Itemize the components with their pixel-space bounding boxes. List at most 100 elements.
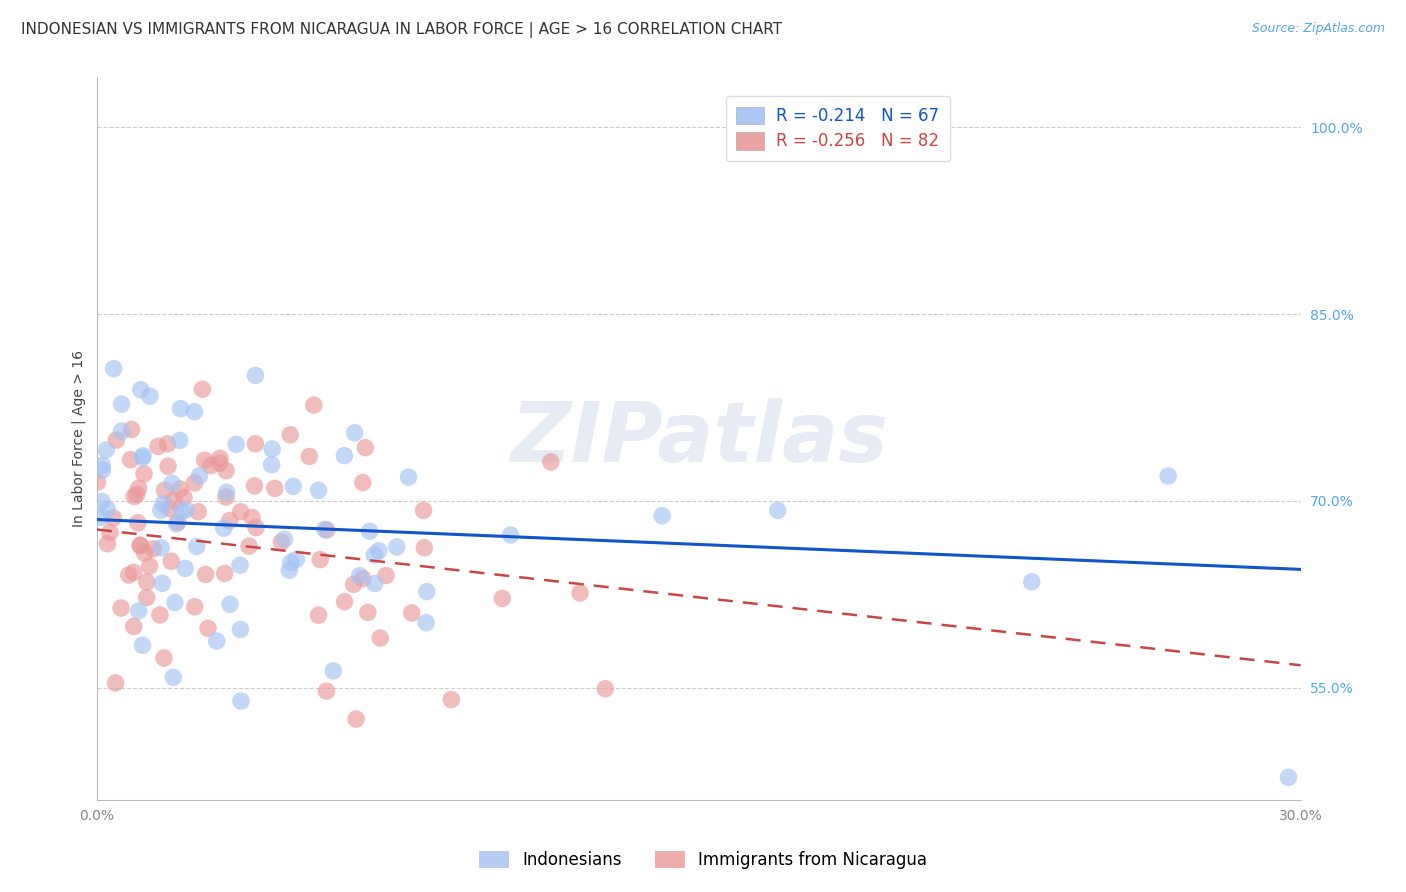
- Point: [215, 464, 238, 478]
- Point: [186, 540, 208, 554]
- Point: [285, 552, 308, 566]
- Point: [142, 541, 165, 556]
- Point: [160, 554, 183, 568]
- Point: [163, 493, 186, 508]
- Point: [344, 712, 367, 726]
- Point: [263, 482, 285, 496]
- Point: [159, 501, 181, 516]
- Point: [120, 452, 142, 467]
- Legend: Indonesians, Immigrants from Nicaragua: Indonesians, Immigrants from Nicaragua: [468, 841, 938, 880]
- Point: [343, 425, 366, 440]
- Point: [135, 574, 157, 589]
- Point: [149, 607, 172, 622]
- Point: [163, 595, 186, 609]
- Point: [1021, 574, 1043, 589]
- Point: [103, 361, 125, 376]
- Point: [153, 483, 176, 498]
- Point: [243, 479, 266, 493]
- Point: [278, 427, 301, 442]
- Point: [225, 437, 247, 451]
- Point: [343, 577, 366, 591]
- Point: [122, 566, 145, 580]
- Point: [215, 490, 238, 504]
- Point: [121, 422, 143, 436]
- Point: [135, 591, 157, 605]
- Point: [357, 606, 380, 620]
- Point: [229, 694, 252, 708]
- Point: [194, 453, 217, 467]
- Point: [191, 382, 214, 396]
- Point: [104, 676, 127, 690]
- Point: [110, 424, 132, 438]
- Point: [1157, 469, 1180, 483]
- Point: [134, 546, 156, 560]
- Point: [174, 561, 197, 575]
- Point: [174, 503, 197, 517]
- Point: [651, 508, 673, 523]
- Point: [238, 539, 260, 553]
- Text: INDONESIAN VS IMMIGRANTS FROM NICARAGUA IN LABOR FORCE | AGE > 16 CORRELATION CH: INDONESIAN VS IMMIGRANTS FROM NICARAGUA …: [21, 22, 782, 38]
- Point: [150, 576, 173, 591]
- Point: [375, 568, 398, 582]
- Point: [150, 541, 173, 555]
- Point: [245, 368, 267, 383]
- Point: [131, 450, 153, 465]
- Point: [354, 441, 377, 455]
- Point: [187, 505, 209, 519]
- Point: [352, 572, 374, 586]
- Point: [245, 436, 267, 450]
- Point: [103, 511, 125, 525]
- Point: [139, 389, 162, 403]
- Point: [96, 442, 118, 457]
- Point: [86, 475, 108, 489]
- Point: [200, 458, 222, 473]
- Point: [270, 535, 292, 549]
- Point: [194, 567, 217, 582]
- Point: [132, 467, 155, 481]
- Point: [440, 692, 463, 706]
- Point: [499, 528, 522, 542]
- Point: [131, 638, 153, 652]
- Point: [333, 449, 356, 463]
- Point: [298, 450, 321, 464]
- Point: [308, 483, 330, 498]
- Point: [218, 514, 240, 528]
- Point: [229, 558, 252, 573]
- Point: [173, 491, 195, 505]
- Text: ZIPatlas: ZIPatlas: [510, 398, 887, 479]
- Point: [415, 615, 437, 630]
- Point: [166, 516, 188, 531]
- Point: [129, 383, 152, 397]
- Point: [110, 601, 132, 615]
- Point: [138, 559, 160, 574]
- Point: [146, 439, 169, 453]
- Point: [128, 604, 150, 618]
- Point: [208, 456, 231, 470]
- Point: [129, 539, 152, 553]
- Point: [363, 548, 385, 562]
- Point: [349, 568, 371, 582]
- Point: [368, 543, 391, 558]
- Point: [416, 584, 439, 599]
- Text: Source: ZipAtlas.com: Source: ZipAtlas.com: [1251, 22, 1385, 36]
- Point: [149, 503, 172, 517]
- Point: [540, 455, 562, 469]
- Point: [273, 533, 295, 547]
- Point: [569, 586, 592, 600]
- Point: [240, 510, 263, 524]
- Point: [385, 540, 408, 554]
- Point: [183, 599, 205, 614]
- Point: [315, 684, 337, 698]
- Point: [1277, 770, 1299, 784]
- Point: [280, 556, 302, 570]
- Point: [91, 463, 114, 477]
- Point: [129, 538, 152, 552]
- Point: [413, 541, 436, 555]
- Point: [162, 670, 184, 684]
- Point: [157, 459, 180, 474]
- Point: [278, 563, 301, 577]
- Point: [205, 634, 228, 648]
- Point: [212, 521, 235, 535]
- Point: [160, 476, 183, 491]
- Point: [128, 481, 150, 495]
